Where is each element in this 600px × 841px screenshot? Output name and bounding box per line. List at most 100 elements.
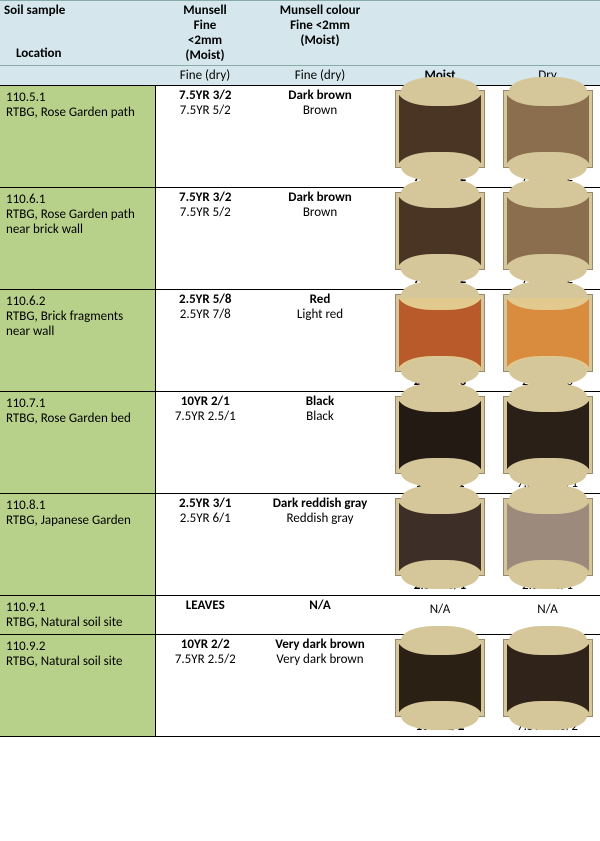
swatch: 10YR 2/2 [395, 639, 485, 734]
munsell-code-cell: LEAVES [155, 596, 255, 635]
munsell-code-cell: 7.5YR 3/2 7.5YR 5/2 [155, 188, 255, 290]
swatch-moist-cell: 2.5YR 5/8 [385, 290, 495, 392]
header-location-label: Location [4, 46, 151, 61]
header-munsell-code: Munsell Fine <2mm (Moist) [155, 1, 255, 66]
swatch-moist-cell: 10YR 2/1 [385, 392, 495, 494]
swatch: 7.5YR 2.5/1 [503, 396, 593, 491]
code-dry: 7.5YR 2.5/1 [160, 409, 252, 424]
location-id: 110.6.1 [6, 192, 149, 207]
code-moist: 7.5YR 3/2 [160, 88, 252, 103]
name-dry: Black [259, 409, 381, 424]
location-cell: 110.8.1 RTBG, Japanese Garden [0, 494, 155, 596]
name-moist: Very dark brown [259, 637, 381, 652]
munsell-code-cell: 10YR 2/2 7.5YR 2.5/2 [155, 635, 255, 737]
munsell-name-cell: Black Black [255, 392, 385, 494]
name-moist: Red [259, 292, 381, 307]
subheader-blank [0, 66, 155, 86]
swatch-moist-cell: 2.5YR 3/1 [385, 494, 495, 596]
swatch: 2.5YR 3/1 [395, 498, 485, 593]
table-row: 110.6.2 RTBG, Brick fragments near wall2… [0, 290, 600, 392]
swatch-dry-cell: 7.5YR 5/2 [495, 86, 600, 188]
header-soil-sample-label: Soil sample [4, 3, 151, 18]
location-id: 110.9.1 [6, 600, 149, 615]
header-moist [385, 1, 495, 66]
swatch-dry-cell: 7.5YR 5/2 [495, 188, 600, 290]
location-id: 110.6.2 [6, 294, 149, 309]
header-munsell-colour: Munsell colour Fine <2mm (Moist) [255, 1, 385, 66]
code-moist: 10YR 2/2 [160, 637, 252, 652]
table-row: 110.6.1 RTBG, Rose Garden path near bric… [0, 188, 600, 290]
location-id: 110.9.2 [6, 639, 149, 654]
location-cell: 110.7.1 RTBG, Rose Garden bed [0, 392, 155, 494]
swatch: 7.5YR 2.5/2 [503, 639, 593, 734]
munsell-code-cell: 2.5YR 5/8 2.5YR 7/8 [155, 290, 255, 392]
soil-table: Soil sample Location Munsell Fine <2mm (… [0, 0, 600, 737]
subheader-fine-dry-2: Fine (dry) [255, 66, 385, 86]
name-dry: Brown [259, 103, 381, 118]
swatch: 7.5YR 3/2 [395, 90, 485, 185]
location-id: 110.5.1 [6, 90, 149, 105]
location-desc: RTBG, Rose Garden path [6, 105, 149, 120]
swatch-dry-cell: 7.5YR 2.5/2 [495, 635, 600, 737]
swatch-dry-cell: 2.5YR 6/1 [495, 494, 600, 596]
code-moist: 2.5YR 3/1 [160, 496, 252, 511]
swatch: 7.5YR 3/2 [395, 192, 485, 287]
munsell-name-cell: Dark brown Brown [255, 188, 385, 290]
location-desc: RTBG, Brick fragments near wall [6, 309, 149, 339]
subheader-row: Fine (dry) Fine (dry) Moist Dry [0, 66, 600, 86]
name-dry: Brown [259, 205, 381, 220]
location-cell: 110.5.1 RTBG, Rose Garden path [0, 86, 155, 188]
name-dry: Light red [259, 307, 381, 322]
table-row: 110.7.1 RTBG, Rose Garden bed10YR 2/1 7.… [0, 392, 600, 494]
code-moist: 2.5YR 5/8 [160, 292, 252, 307]
munsell-name-cell: Dark brown Brown [255, 86, 385, 188]
name-dry: Reddish gray [259, 511, 381, 526]
location-id: 110.8.1 [6, 498, 149, 513]
swatch-moist-cell: 10YR 2/2 [385, 635, 495, 737]
location-desc: RTBG, Japanese Garden [6, 513, 149, 528]
swatch: 2.5YR 7/8 [503, 294, 593, 389]
header-soil-sample: Soil sample Location [0, 1, 155, 66]
location-desc: RTBG, Natural soil site [6, 654, 149, 669]
code-moist: 10YR 2/1 [160, 394, 252, 409]
header-dry [495, 1, 600, 66]
location-cell: 110.6.2 RTBG, Brick fragments near wall [0, 290, 155, 392]
munsell-name-cell: Very dark brown Very dark brown [255, 635, 385, 737]
subheader-fine-dry-1: Fine (dry) [155, 66, 255, 86]
name-dry: Very dark brown [259, 652, 381, 667]
munsell-name-cell: N/A [255, 596, 385, 635]
name-moist: Dark reddish gray [259, 496, 381, 511]
location-cell: 110.9.1 RTBG, Natural soil site [0, 596, 155, 635]
munsell-name-cell: Dark reddish gray Reddish gray [255, 494, 385, 596]
table-row: 110.5.1 RTBG, Rose Garden path7.5YR 3/2 … [0, 86, 600, 188]
code-dry: 2.5YR 6/1 [160, 511, 252, 526]
location-id: 110.7.1 [6, 396, 149, 411]
name-moist: Black [259, 394, 381, 409]
code-moist: 7.5YR 3/2 [160, 190, 252, 205]
swatch: 7.5YR 5/2 [503, 192, 593, 287]
location-desc: RTBG, Rose Garden path near brick wall [6, 207, 149, 237]
swatch-dry-cell: 7.5YR 2.5/1 [495, 392, 600, 494]
location-desc: RTBG, Rose Garden bed [6, 411, 149, 426]
swatch-moist-cell: 7.5YR 3/2 [385, 188, 495, 290]
munsell-name-cell: Red Light red [255, 290, 385, 392]
munsell-code-cell: 2.5YR 3/1 2.5YR 6/1 [155, 494, 255, 596]
table-row: 110.9.2 RTBG, Natural soil site10YR 2/2 … [0, 635, 600, 737]
location-desc: RTBG, Natural soil site [6, 615, 149, 630]
swatch: 2.5YR 6/1 [503, 498, 593, 593]
munsell-code-cell: 10YR 2/1 7.5YR 2.5/1 [155, 392, 255, 494]
name-moist: N/A [259, 598, 381, 613]
swatch: 2.5YR 5/8 [395, 294, 485, 389]
name-moist: Dark brown [259, 190, 381, 205]
code-moist: LEAVES [160, 598, 252, 613]
location-cell: 110.6.1 RTBG, Rose Garden path near bric… [0, 188, 155, 290]
table-row: 110.9.1 RTBG, Natural soil site LEAVES N/… [0, 596, 600, 635]
swatch: 7.5YR 5/2 [503, 90, 593, 185]
code-dry: 2.5YR 7/8 [160, 307, 252, 322]
name-moist: Dark brown [259, 88, 381, 103]
table-row: 110.8.1 RTBG, Japanese Garden2.5YR 3/1 2… [0, 494, 600, 596]
location-cell: 110.9.2 RTBG, Natural soil site [0, 635, 155, 737]
code-dry: 7.5YR 2.5/2 [160, 652, 252, 667]
swatch: 10YR 2/1 [395, 396, 485, 491]
munsell-code-cell: 7.5YR 3/2 7.5YR 5/2 [155, 86, 255, 188]
